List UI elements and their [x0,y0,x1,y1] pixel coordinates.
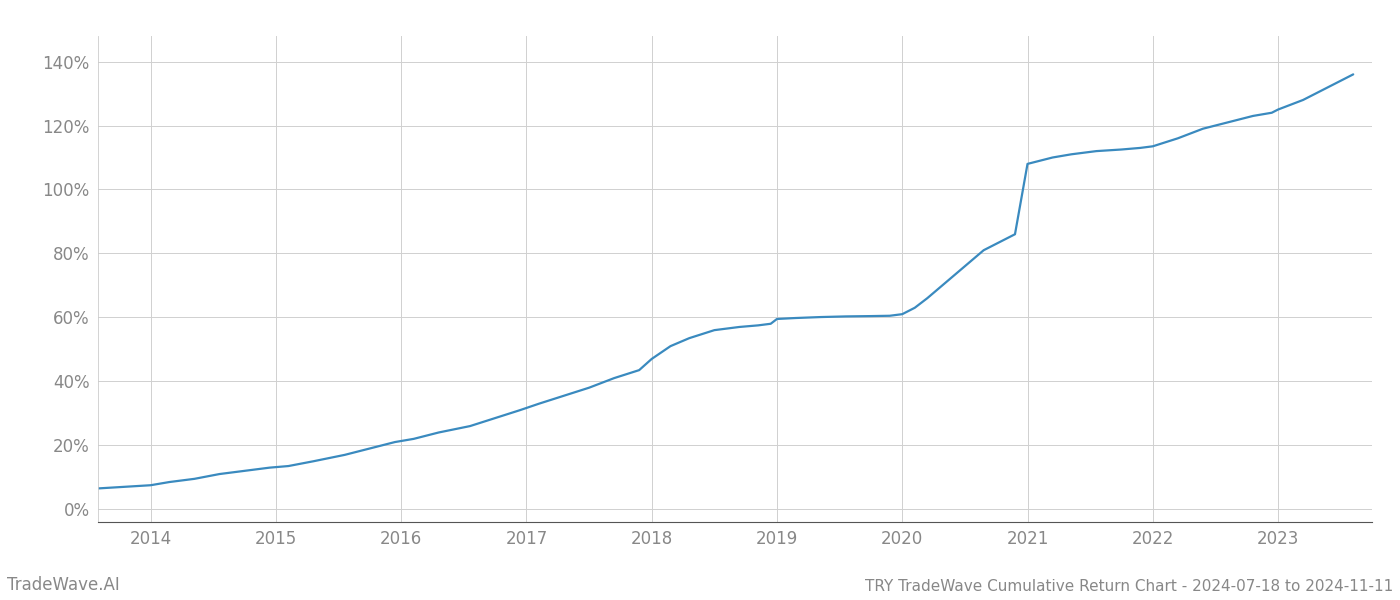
Text: TradeWave.AI: TradeWave.AI [7,576,120,594]
Text: TRY TradeWave Cumulative Return Chart - 2024-07-18 to 2024-11-11: TRY TradeWave Cumulative Return Chart - … [865,579,1393,594]
